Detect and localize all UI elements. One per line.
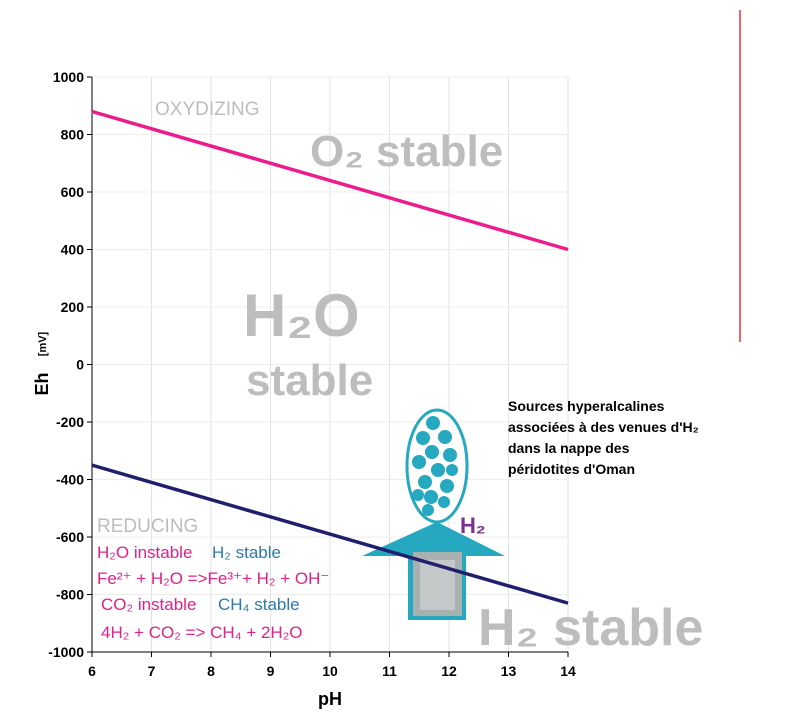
- y-tick-label: 1000: [53, 69, 84, 85]
- x-tick-label: 14: [560, 663, 576, 679]
- annotation: Fe²⁺ + H₂O =>Fe³⁺+ H₂ + OH⁻: [97, 569, 329, 588]
- annotation: stable: [246, 356, 373, 405]
- note-line: dans la nappe des: [508, 440, 630, 456]
- x-tick-label: 13: [501, 663, 517, 679]
- y-tick-label: -1000: [48, 644, 84, 660]
- annotation: 4H₂ + CO₂ => CH₄ + 2H₂O: [101, 623, 303, 642]
- y-tick-label: -200: [56, 414, 84, 430]
- annotation: O₂ stable: [310, 127, 503, 176]
- x-tick-label: 11: [382, 663, 397, 679]
- series-line: [91, 463, 569, 605]
- h2-source-icon: [362, 408, 505, 620]
- annotation: H₂ stable: [212, 543, 281, 562]
- y-axis-label: Eh: [32, 372, 52, 395]
- y-tick-label: 600: [61, 184, 85, 200]
- y-tick-label: 200: [61, 299, 85, 315]
- x-tick-label: 7: [148, 663, 156, 679]
- note-line: associées à des venues d'H₂: [508, 419, 699, 435]
- y-tick-label: -400: [56, 472, 84, 488]
- annotation: CH₄ stable: [218, 595, 300, 614]
- y-axis-unit: [mV]: [37, 331, 49, 356]
- series-line: [91, 109, 569, 252]
- x-tick-label: 12: [441, 663, 457, 679]
- y-tick-label: 0: [76, 357, 84, 373]
- x-tick-label: 9: [267, 663, 275, 679]
- note-line: Sources hyperalcalines: [508, 398, 665, 414]
- annotation: REDUCING: [97, 516, 198, 537]
- y-tick-label: 800: [61, 127, 85, 143]
- x-axis-label: pH: [318, 689, 342, 709]
- annotation: CO₂ instable: [101, 595, 196, 614]
- x-tick-label: 8: [207, 663, 215, 679]
- annotation: H₂ stable: [478, 599, 703, 657]
- annotation: H₂O: [243, 282, 360, 349]
- note-line: péridotites d'Oman: [508, 461, 635, 477]
- annotation: H₂: [460, 513, 486, 538]
- annotation: OXYDIZING: [155, 99, 260, 120]
- x-tick-label: 10: [322, 663, 338, 679]
- y-tick-label: 400: [61, 242, 85, 258]
- x-tick-label: 6: [88, 663, 96, 679]
- annotation: H₂O instable: [97, 543, 192, 562]
- y-tick-label: -800: [56, 587, 84, 603]
- y-tick-label: -600: [56, 529, 84, 545]
